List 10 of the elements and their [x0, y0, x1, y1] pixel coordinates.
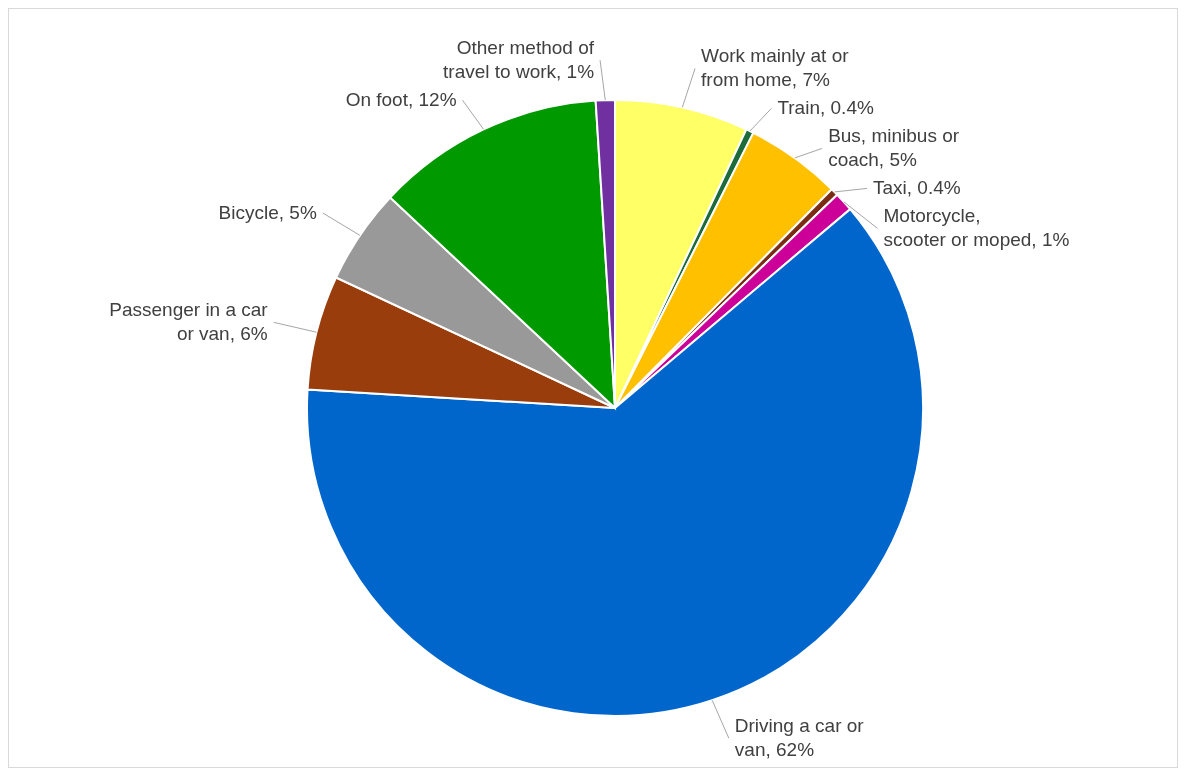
slice-label: Bus, minibus or coach, 5%	[828, 125, 960, 171]
slice-label: Motorcycle, scooter or moped, 1%	[883, 205, 1070, 251]
slice-label: Passenger in a car or van, 6%	[109, 299, 269, 345]
slice-label: Work mainly at or from home, 7%	[701, 45, 850, 91]
slice-label: Taxi, 0.4%	[873, 177, 961, 199]
slice-label: Train, 0.4%	[777, 97, 874, 119]
slice-label: On foot, 12%	[345, 89, 457, 111]
slice-label: Bicycle, 5%	[218, 201, 317, 223]
slice-label: Driving a car or van, 62%	[734, 715, 865, 761]
slice-label: Other method of travel to work, 1%	[443, 37, 595, 83]
